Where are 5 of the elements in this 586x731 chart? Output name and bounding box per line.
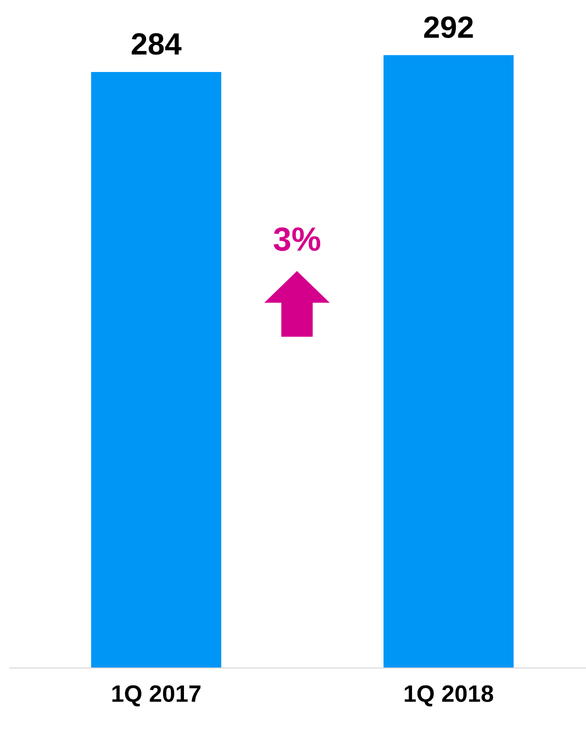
annotation: 3% bbox=[274, 227, 320, 251]
x-tick-label: 1Q 2017 bbox=[112, 685, 200, 706]
data-label: 284 bbox=[132, 33, 182, 55]
data-label: 292 bbox=[424, 16, 473, 38]
x-tick-label: 1Q 2018 bbox=[404, 685, 494, 706]
